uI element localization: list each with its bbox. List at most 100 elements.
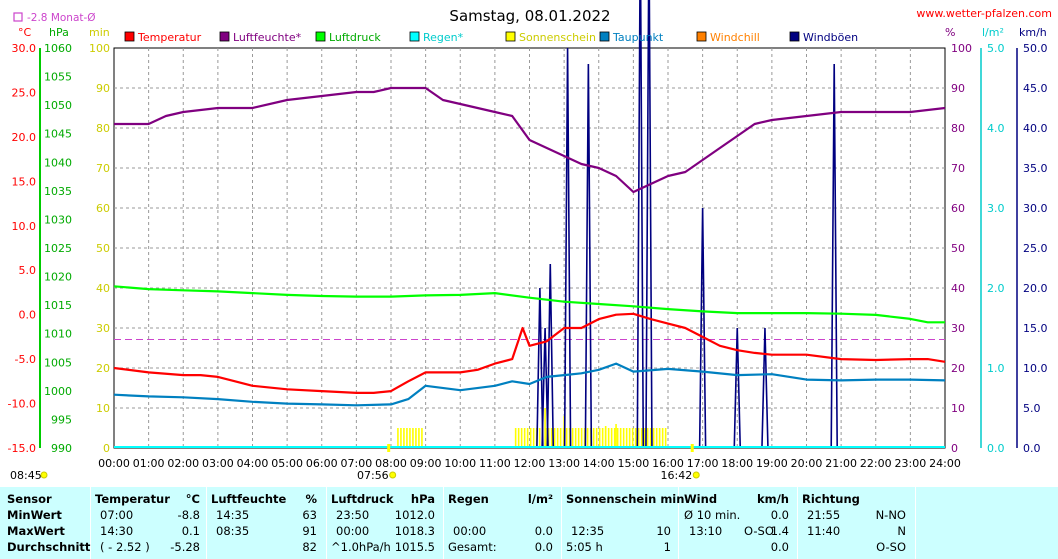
y-tick-sun: 20: [96, 362, 110, 375]
hum-min-time: 14:35: [216, 508, 250, 522]
y-tick-wind: 30.0: [1023, 202, 1048, 215]
press-avg-value: 1015.5: [394, 540, 435, 554]
stats-header-press: Luftdruck: [331, 492, 394, 506]
y-tick-humidity: 10: [951, 402, 965, 415]
legend-swatch: [599, 31, 610, 42]
y-tick-rain: 4.0: [987, 122, 1005, 135]
press-min-time: 23:50: [336, 508, 370, 522]
y-tick-sun: 90: [96, 82, 110, 95]
wind-gust-spike: [546, 263, 555, 449]
stats-header-temp: Temperatur: [95, 492, 170, 506]
dir-avg-value: O-SO: [876, 540, 906, 554]
sun-avg-value: 1: [663, 540, 671, 554]
y-tick-temp: 10.0: [12, 220, 37, 233]
press-trend: ^1.0hPa/h: [331, 540, 391, 554]
temp-avg-value: -5.28: [170, 540, 200, 554]
wind-gust-spike: [698, 207, 707, 449]
y-tick-pressure: 1050: [44, 99, 72, 112]
y-tick-pressure: 1005: [44, 356, 72, 369]
legend-swatch: [219, 31, 230, 42]
stats-label-max: MaxWert: [7, 524, 65, 538]
dir-min-time: 21:55: [807, 508, 841, 522]
y-tick-pressure: 1030: [44, 213, 72, 226]
press-max-time: 00:00: [336, 524, 370, 538]
y-tick-humidity: 40: [951, 282, 965, 295]
y-tick-pressure: 1000: [44, 385, 72, 398]
rain-total-label: Gesamt:: [448, 540, 497, 554]
stats-label-min: MinWert: [7, 508, 62, 522]
y-tick-humidity: 100: [951, 42, 972, 55]
y-tick-pressure: 995: [51, 413, 72, 426]
x-tick: 22:00: [860, 457, 892, 470]
current-time: 08:45: [10, 469, 42, 482]
y-tick-pressure: 990: [51, 442, 72, 455]
x-tick: 11:00: [479, 457, 511, 470]
rain-max-value: 0.0: [534, 524, 553, 538]
legend-label: Taupunkt: [612, 31, 664, 44]
rain-max-time: 00:00: [453, 524, 487, 538]
legend-label: Regen*: [423, 31, 464, 44]
wind-gust-spike: [645, 0, 653, 449]
wind-gust-spike: [636, 0, 645, 449]
y-tick-sun: 80: [96, 122, 110, 135]
wind-gust-spike: [536, 287, 544, 449]
wind-gust-spike: [584, 63, 593, 449]
legend-swatch: [696, 31, 707, 42]
y-tick-wind: 45.0: [1023, 82, 1048, 95]
wind-max-time: 13:10: [689, 524, 723, 538]
axis-unit-rain: l/m²: [982, 26, 1004, 39]
x-tick: 21:00: [825, 457, 857, 470]
axis-unit-temp: °C: [18, 26, 32, 39]
x-tick: 15:00: [618, 457, 650, 470]
wind-avg10-label: Ø 10 min.: [684, 508, 741, 522]
y-tick-sun: 10: [96, 402, 110, 415]
y-tick-pressure: 1040: [44, 156, 72, 169]
wind-gust-spike: [733, 327, 742, 449]
y-tick-sun: 30: [96, 322, 110, 335]
wind-max-direction: O-SO: [744, 524, 774, 538]
y-tick-humidity: 80: [951, 122, 965, 135]
y-tick-humidity: 30: [951, 322, 965, 335]
legend-swatch: [789, 31, 800, 42]
hum-min-value: 63: [302, 508, 317, 522]
stats-header-hum-unit: %: [305, 492, 317, 506]
y-tick-pressure: 1025: [44, 242, 72, 255]
x-tick: 16:00: [652, 457, 684, 470]
stats-header-press-unit: hPa: [410, 492, 435, 506]
sunrise-time: 07:56: [357, 469, 389, 482]
y-tick-temp: 25.0: [12, 86, 37, 99]
wind-gust-spike: [761, 327, 769, 449]
x-tick: 20:00: [791, 457, 823, 470]
dir-max-value: N: [897, 524, 906, 538]
legend-swatch: [315, 31, 326, 42]
y-tick-wind: 50.0: [1023, 42, 1048, 55]
legend-label: Windböen: [803, 31, 858, 44]
y-tick-temp: 0.0: [19, 309, 37, 322]
stats-header-hum: Luftfeuchte: [211, 492, 287, 506]
stats-header-sensor: Sensor: [7, 492, 52, 506]
y-tick-sun: 60: [96, 202, 110, 215]
wind-gust-spike: [830, 63, 838, 449]
series-line-taupunkt: [113, 362, 946, 407]
wind-avg10-value: 0.0: [770, 508, 789, 522]
y-tick-rain: 1.0: [987, 362, 1005, 375]
series-line-temperatur: [113, 312, 946, 394]
temp-min-time: 07:00: [100, 508, 134, 522]
x-tick: 08:00: [375, 457, 407, 470]
y-tick-humidity: 70: [951, 162, 965, 175]
y-tick-rain: 2.0: [987, 282, 1005, 295]
temp-min-value: -8.8: [177, 508, 200, 522]
x-tick: 02:00: [167, 457, 199, 470]
sunrise-icon: [389, 471, 397, 479]
x-tick: 23:00: [895, 457, 927, 470]
y-tick-temp: -10.0: [8, 398, 36, 411]
wind-gust-spike: [541, 327, 549, 449]
legend-swatch: [124, 31, 135, 42]
x-tick: 07:00: [341, 457, 373, 470]
y-tick-rain: 0.0: [987, 442, 1005, 455]
hum-max-value: 91: [302, 524, 317, 538]
legend-label: Luftfeuchte*: [233, 31, 302, 44]
legend-label: Sonnenschein: [519, 31, 596, 44]
series-line-luftfeuchte: [114, 86, 946, 194]
y-tick-wind: 25.0: [1023, 242, 1048, 255]
